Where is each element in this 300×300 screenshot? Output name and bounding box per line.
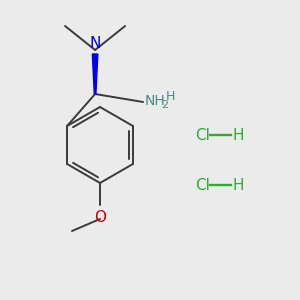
Text: Cl: Cl bbox=[195, 128, 210, 142]
Text: O: O bbox=[94, 210, 106, 225]
Text: H: H bbox=[232, 128, 244, 142]
Text: NH: NH bbox=[145, 94, 166, 108]
Text: N: N bbox=[89, 36, 101, 51]
Polygon shape bbox=[92, 54, 98, 94]
Text: H: H bbox=[166, 89, 176, 103]
Text: 2: 2 bbox=[161, 100, 168, 110]
Text: Cl: Cl bbox=[195, 178, 210, 193]
Text: H: H bbox=[232, 178, 244, 193]
